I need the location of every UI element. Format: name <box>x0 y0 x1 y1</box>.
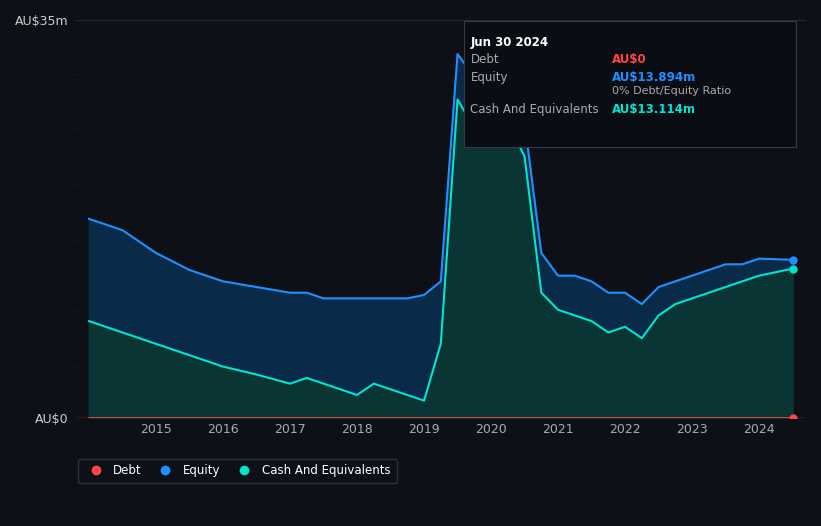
Text: 0% Debt/Equity Ratio: 0% Debt/Equity Ratio <box>612 86 731 96</box>
Text: Cash And Equivalents: Cash And Equivalents <box>470 103 599 116</box>
Text: AU$13.894m: AU$13.894m <box>612 71 696 84</box>
Legend: Debt, Equity, Cash And Equivalents: Debt, Equity, Cash And Equivalents <box>78 459 397 483</box>
Text: AU$0: AU$0 <box>612 53 646 66</box>
Text: Jun 30 2024: Jun 30 2024 <box>470 36 548 49</box>
Text: Debt: Debt <box>470 53 499 66</box>
Text: AU$13.114m: AU$13.114m <box>612 103 695 116</box>
Text: Equity: Equity <box>470 71 508 84</box>
